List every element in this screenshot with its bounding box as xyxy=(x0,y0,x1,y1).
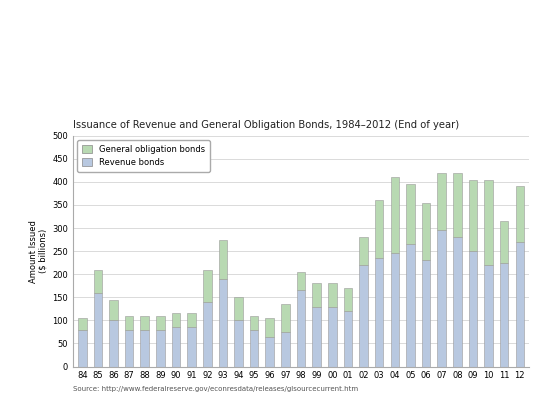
Bar xyxy=(125,316,133,330)
Bar xyxy=(219,240,227,279)
Bar xyxy=(312,307,321,367)
Bar xyxy=(453,237,462,367)
Bar xyxy=(343,288,352,311)
Bar xyxy=(437,173,446,230)
Bar xyxy=(78,330,86,367)
Bar xyxy=(500,221,509,263)
Bar xyxy=(453,173,462,237)
Bar xyxy=(422,260,430,367)
Bar xyxy=(266,318,274,337)
Bar xyxy=(297,272,305,290)
Bar xyxy=(359,237,368,265)
Bar xyxy=(109,320,118,367)
Bar xyxy=(203,302,212,367)
Bar xyxy=(93,270,102,293)
Text: Issuance of Revenue and General Obligation Bonds, 1984–2012 (End of year): Issuance of Revenue and General Obligati… xyxy=(73,119,459,130)
Text: Municipal Bonds: Comparing Revenue
and General Obligation Bonds: Municipal Bonds: Comparing Revenue and G… xyxy=(14,21,297,52)
Bar xyxy=(140,330,149,367)
Bar xyxy=(297,290,305,367)
Bar xyxy=(516,186,524,242)
Bar xyxy=(109,300,118,320)
Bar xyxy=(172,327,180,367)
Bar xyxy=(343,311,352,367)
Bar xyxy=(500,263,509,367)
Bar xyxy=(266,337,274,367)
Bar xyxy=(219,279,227,367)
Bar xyxy=(203,270,212,302)
Bar xyxy=(250,330,259,367)
Bar xyxy=(234,320,243,367)
Bar xyxy=(140,316,149,330)
Text: Source: http://www.federalreserve.gov/econresdata/releases/glsourcecurrent.htm: Source: http://www.federalreserve.gov/ec… xyxy=(73,386,358,392)
Bar xyxy=(312,284,321,307)
Bar xyxy=(375,258,383,367)
Legend: General obligation bonds, Revenue bonds: General obligation bonds, Revenue bonds xyxy=(77,140,210,172)
Bar xyxy=(469,251,477,367)
Bar xyxy=(234,297,243,320)
Bar xyxy=(93,293,102,367)
Bar xyxy=(328,284,336,307)
Bar xyxy=(156,330,165,367)
Bar xyxy=(156,316,165,330)
Bar xyxy=(187,327,196,367)
Bar xyxy=(125,330,133,367)
Bar xyxy=(390,254,399,367)
Bar xyxy=(422,202,430,260)
Bar xyxy=(78,318,86,330)
Bar xyxy=(375,200,383,258)
Bar xyxy=(172,313,180,327)
Bar xyxy=(250,316,259,330)
Bar xyxy=(281,332,290,367)
Bar xyxy=(437,230,446,367)
Bar xyxy=(516,242,524,367)
Bar xyxy=(328,307,336,367)
Bar xyxy=(187,313,196,327)
Bar xyxy=(484,265,493,367)
Bar xyxy=(406,184,415,244)
Bar xyxy=(359,265,368,367)
Bar xyxy=(281,304,290,332)
Bar xyxy=(390,177,399,254)
Bar xyxy=(406,244,415,367)
Bar xyxy=(484,179,493,265)
Y-axis label: Amount Issued
($ billions): Amount Issued ($ billions) xyxy=(29,220,48,283)
Bar xyxy=(469,179,477,251)
